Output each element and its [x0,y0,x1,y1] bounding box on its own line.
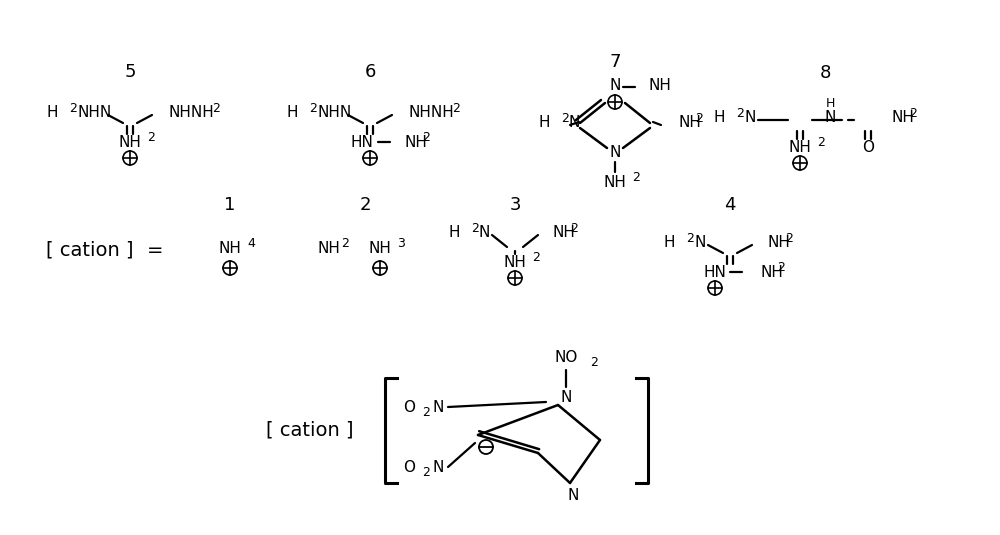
Text: 2: 2 [909,106,917,119]
Text: 2: 2 [686,232,694,244]
Text: 3: 3 [397,236,405,249]
Text: 6: 6 [364,63,376,81]
Text: [ cation ]: [ cation ] [46,241,134,259]
Text: H: H [287,104,298,119]
Text: 2: 2 [777,261,785,273]
Text: N: N [824,110,836,125]
Text: H: H [664,234,675,249]
Text: NH: NH [789,140,811,155]
Text: N: N [569,114,580,129]
Text: 2: 2 [570,221,578,234]
Text: NHNH: NHNH [168,104,214,119]
Text: 2: 2 [736,106,744,119]
Text: O: O [403,460,415,475]
Text: 1: 1 [224,196,236,214]
Text: H: H [825,96,835,110]
Text: N: N [609,78,621,93]
Text: NHN: NHN [77,104,111,119]
Text: NH: NH [604,174,626,189]
Text: 2: 2 [590,355,598,369]
Text: N: N [567,487,579,502]
Text: 2: 2 [212,102,220,114]
Text: NH: NH [219,241,241,256]
Text: NH: NH [405,134,428,149]
Text: 2: 2 [532,250,540,264]
Text: O: O [862,140,874,155]
Text: N: N [432,400,443,415]
Text: 4: 4 [724,196,736,214]
Text: 2: 2 [147,131,155,143]
Text: N: N [609,144,621,159]
Text: O: O [403,400,415,415]
Text: 5: 5 [124,63,136,81]
Text: NO: NO [554,349,578,364]
Text: =: = [147,241,163,259]
Text: NH: NH [504,255,526,270]
Text: 2: 2 [561,111,569,125]
Text: NH: NH [553,225,576,240]
Text: [ cation ]: [ cation ] [266,421,354,439]
Text: NH: NH [768,234,791,249]
Text: 2: 2 [422,465,430,478]
Text: 2: 2 [341,236,349,249]
Text: H: H [47,104,58,119]
Text: NHN: NHN [317,104,351,119]
Text: NH: NH [648,78,671,93]
Text: N: N [694,234,705,249]
Text: N: N [432,460,443,475]
Text: N: N [744,110,755,125]
Text: NH: NH [119,134,141,149]
Text: 2: 2 [632,171,640,184]
Text: HN: HN [351,134,373,149]
Text: H: H [538,114,550,129]
Text: 2: 2 [309,102,317,114]
Text: 4: 4 [247,236,255,249]
Text: 2: 2 [452,102,460,114]
Text: 2: 2 [69,102,77,114]
Text: NH: NH [369,241,391,256]
Text: 2: 2 [817,135,825,149]
Text: 2: 2 [359,196,371,214]
Text: NH: NH [760,264,783,279]
Text: 3: 3 [509,196,521,214]
Text: 2: 2 [785,232,793,244]
Text: 2: 2 [422,406,430,418]
Text: 2: 2 [422,131,430,143]
Text: 2: 2 [471,221,479,234]
Text: NH: NH [892,110,915,125]
Text: H: H [714,110,725,125]
Text: H: H [448,225,460,240]
Text: 7: 7 [609,53,621,71]
Text: 2: 2 [695,111,703,125]
Text: HN: HN [704,264,726,279]
Text: 8: 8 [819,64,831,82]
Text: NHNH: NHNH [408,104,454,119]
Text: NH: NH [317,241,340,256]
Text: N: N [479,225,490,240]
Text: NH: NH [678,114,701,129]
Text: N: N [560,389,572,404]
